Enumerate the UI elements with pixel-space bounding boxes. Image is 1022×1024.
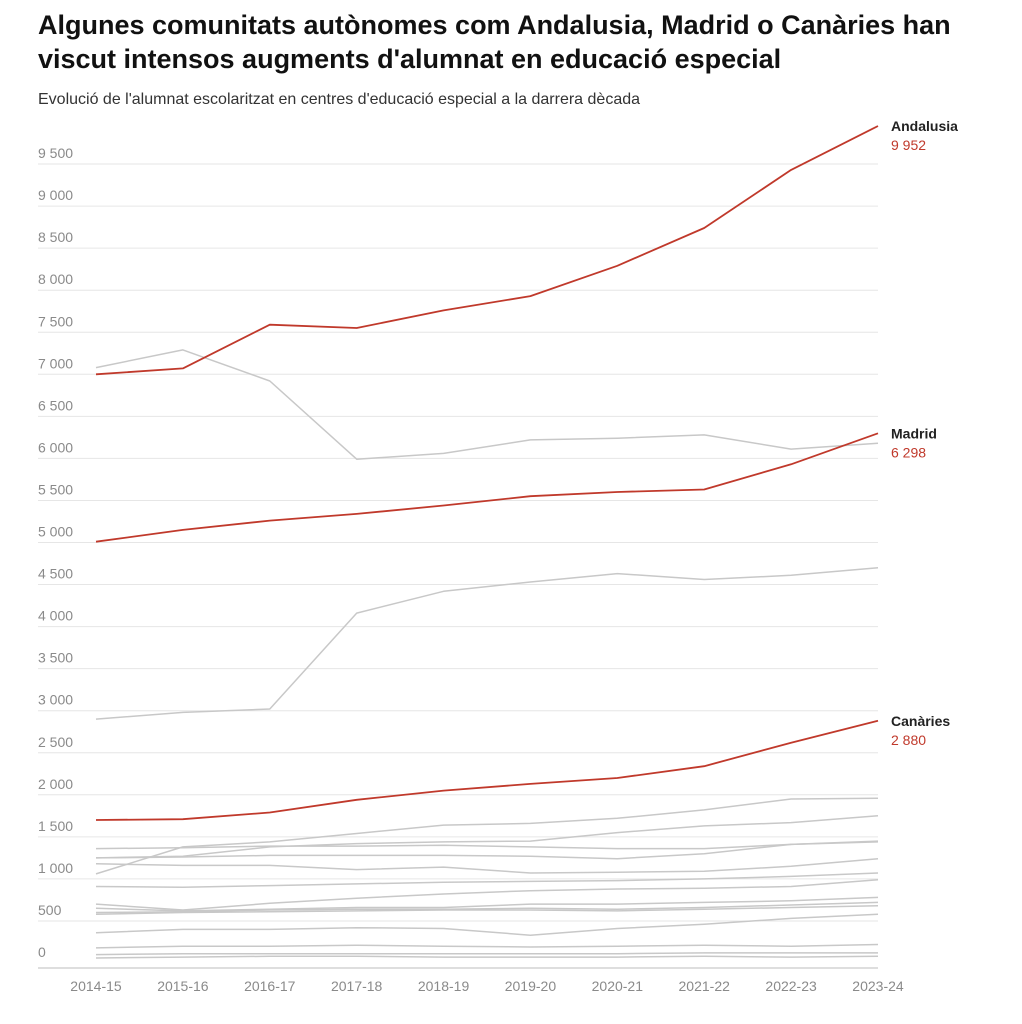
- y-tick-label: 4 000: [38, 608, 73, 624]
- series-line-other: [95, 905, 879, 915]
- series-line-canaries: [95, 719, 879, 821]
- y-tick-label: 8 500: [38, 229, 73, 245]
- y-tick-label: 0: [38, 944, 46, 960]
- y-tick-label: 3 000: [38, 692, 73, 708]
- series-line-other: [95, 841, 879, 850]
- y-tick-label: 5 000: [38, 524, 73, 540]
- chart-subtitle: Evolució de l'alumnat escolaritzat en ce…: [38, 91, 641, 108]
- series-line-other: [95, 901, 879, 914]
- series-line-other: [95, 872, 879, 889]
- y-tick-label: 1 000: [38, 860, 73, 876]
- x-tick-label: 2014-15: [70, 978, 122, 994]
- y-tick-label: 3 500: [38, 650, 73, 666]
- series-line-other: [95, 913, 879, 936]
- x-tick-label: 2015-16: [157, 978, 209, 994]
- y-tick-label: 5 500: [38, 481, 73, 497]
- series-line-other: [95, 840, 879, 860]
- series-line-other: [95, 815, 879, 859]
- series-label-andalusia: Andalusia: [891, 118, 958, 134]
- series-line-other: [95, 878, 879, 911]
- y-tick-label: 6 500: [38, 397, 73, 413]
- series-line-other: [95, 349, 879, 460]
- y-tick-label: 1 500: [38, 818, 73, 834]
- series-line-other: [95, 797, 879, 875]
- x-tick-label: 2023-24: [852, 978, 904, 994]
- series-value-madrid: 6 298: [891, 444, 926, 460]
- chart-title: Algunes comunitats autònomes com Andalus…: [38, 10, 951, 74]
- series-line-other: [95, 955, 879, 959]
- y-tick-label: 7 000: [38, 355, 73, 371]
- y-tick-label: 6 000: [38, 439, 73, 455]
- series-label-canaries: Canàries: [891, 713, 950, 729]
- series-value-andalusia: 9 952: [891, 137, 926, 153]
- y-tick-label: 2 500: [38, 734, 73, 750]
- series-line-other: [95, 952, 878, 956]
- y-tick-label: 9 500: [38, 145, 73, 161]
- y-tick-label: 4 500: [38, 566, 73, 582]
- series-line-andalusia: [95, 125, 879, 376]
- x-tick-label: 2018-19: [418, 978, 470, 994]
- series-line-other: [95, 857, 879, 874]
- series-line-madrid: [95, 432, 879, 543]
- series-value-canaries: 2 880: [891, 732, 926, 748]
- y-tick-label: 9 000: [38, 187, 73, 203]
- x-tick-label: 2019-20: [505, 978, 557, 994]
- series-label-madrid: Madrid: [891, 425, 937, 441]
- y-tick-label: 8 000: [38, 271, 73, 287]
- series-line-other: [95, 896, 879, 912]
- series-line-other: [95, 566, 879, 720]
- y-tick-label: 7 500: [38, 313, 73, 329]
- x-tick-label: 2016-17: [244, 978, 296, 994]
- series-line-other: [95, 943, 879, 949]
- x-tick-label: 2020-21: [592, 978, 644, 994]
- x-tick-label: 2022-23: [765, 978, 817, 994]
- x-tick-label: 2021-22: [679, 978, 731, 994]
- x-tick-label: 2017-18: [331, 978, 383, 994]
- y-tick-label: 2 000: [38, 776, 73, 792]
- y-tick-label: 500: [38, 902, 62, 918]
